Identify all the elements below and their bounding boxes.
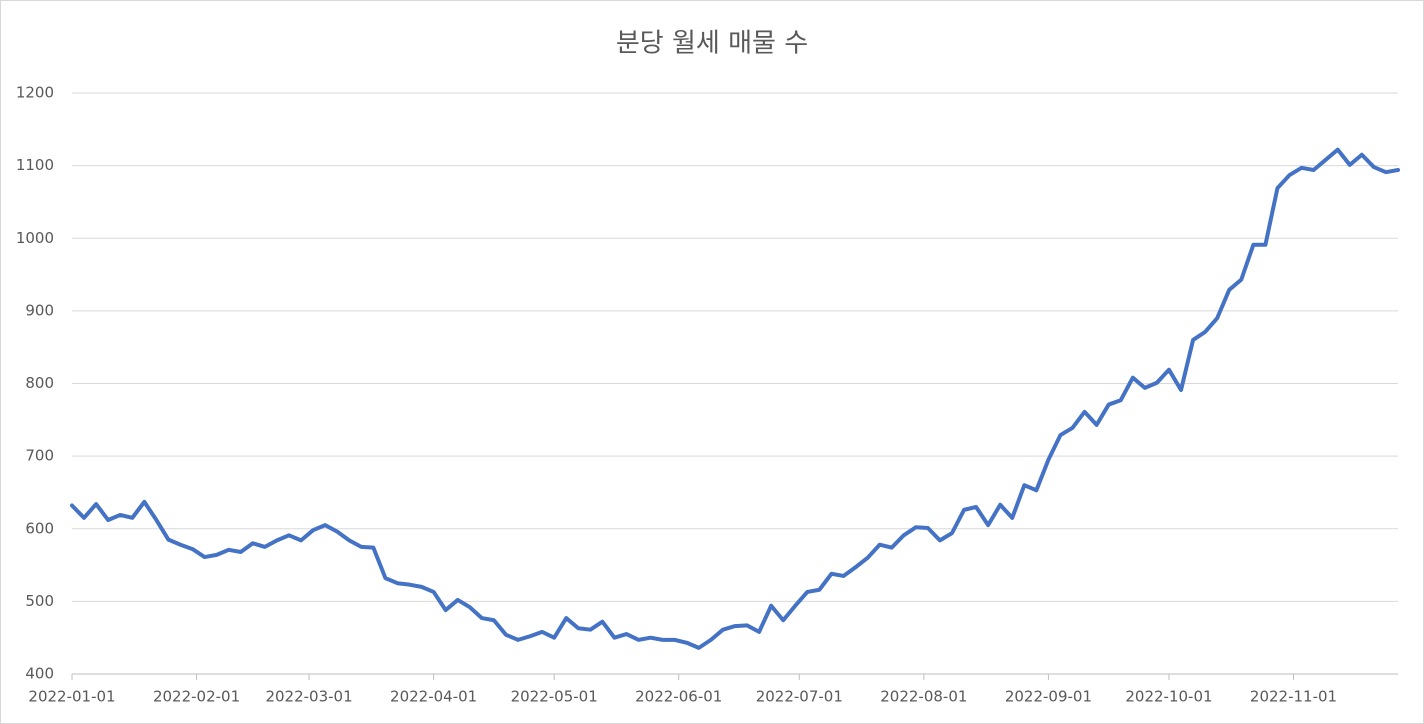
y-tick-label: 1000 bbox=[16, 229, 54, 247]
y-tick-label: 1200 bbox=[16, 84, 54, 102]
x-tick-label: 2022-11-01 bbox=[1250, 688, 1337, 706]
x-tick-label: 2022-08-01 bbox=[880, 688, 967, 706]
x-tick-label: 2022-04-01 bbox=[390, 688, 477, 706]
y-tick-label: 400 bbox=[25, 665, 54, 683]
y-tick-label: 700 bbox=[25, 447, 54, 465]
y-tick-label: 900 bbox=[25, 301, 54, 319]
data-line bbox=[70, 147, 1400, 650]
x-tick-label: 2022-05-01 bbox=[511, 688, 598, 706]
x-tick-label: 2022-10-01 bbox=[1125, 688, 1212, 706]
y-tick-label: 600 bbox=[25, 519, 54, 537]
x-tick-label: 2022-07-01 bbox=[756, 688, 843, 706]
y-tick-label: 1100 bbox=[16, 156, 54, 174]
y-tick-label: 500 bbox=[25, 592, 54, 610]
x-tick-label: 2022-02-01 bbox=[153, 688, 240, 706]
x-tick-label: 2022-03-01 bbox=[265, 688, 352, 706]
x-tick-label: 2022-09-01 bbox=[1005, 688, 1092, 706]
y-tick-label: 800 bbox=[25, 374, 54, 392]
x-tick-label: 2022-01-01 bbox=[28, 688, 115, 706]
x-tick-label: 2022-06-01 bbox=[635, 688, 722, 706]
chart-title: 분당 월세 매물 수 bbox=[616, 29, 808, 59]
